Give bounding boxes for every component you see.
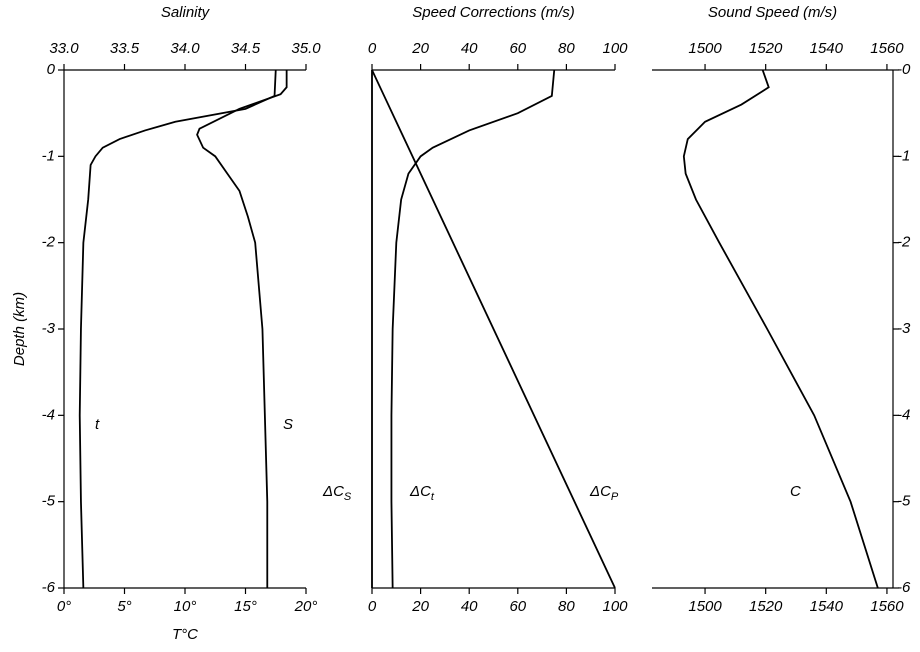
series-label: ΔCt — [409, 483, 435, 503]
x-axis-label: T°C — [172, 626, 198, 643]
x-tick-label: 60 — [509, 598, 526, 615]
profile-line — [78, 69, 277, 589]
x-tick-label: 1540 — [810, 598, 844, 615]
series-name: ΔC — [589, 483, 611, 500]
y-tick-label: -0 — [897, 61, 911, 78]
y-tick-label: 0 — [47, 61, 56, 78]
y-tick-label: -4 — [42, 406, 55, 423]
x-tick-label: 20° — [294, 598, 318, 615]
y-tick-label: -2 — [42, 234, 56, 251]
series-label: S — [283, 416, 293, 433]
x-top-tick-label: 1560 — [870, 40, 904, 57]
x-tick-label: 0 — [368, 598, 377, 615]
series-name: C — [790, 483, 801, 500]
y-tick-label: -3 — [897, 320, 911, 337]
series-subscript: t — [431, 491, 435, 503]
x-top-tick-label: 35.0 — [291, 40, 321, 57]
series-label: C — [790, 483, 801, 500]
series-label: ΔCS — [322, 483, 352, 503]
y-tick-label: -5 — [897, 493, 911, 510]
profile-line — [390, 69, 556, 589]
profile-line — [371, 69, 616, 589]
x-tick-label: 80 — [558, 598, 575, 615]
x-top-tick-label: 40 — [461, 40, 478, 57]
x-tick-label: 20 — [411, 598, 429, 615]
y-tick-label: -6 — [42, 579, 56, 596]
x-tick-label: 1520 — [749, 598, 783, 615]
x-top-tick-label: 33.5 — [110, 40, 140, 57]
y-tick-label: -5 — [42, 493, 56, 510]
chart-title: Salinity — [161, 4, 211, 21]
series-name: ΔC — [409, 483, 431, 500]
x-top-tick-label: 1520 — [749, 40, 783, 57]
series-label: ΔCP — [589, 483, 619, 503]
y-tick-label: -3 — [42, 320, 56, 337]
x-top-tick-label: 34.5 — [231, 40, 261, 57]
profile-line — [196, 70, 288, 588]
chart-title: Sound Speed (m/s) — [708, 4, 837, 21]
x-top-tick-label: 20 — [411, 40, 429, 57]
x-top-tick-label: 34.0 — [170, 40, 200, 57]
x-tick-label: 5° — [117, 598, 131, 615]
y-axis-label: Depth (km) — [11, 292, 28, 366]
y-tick-label: -1 — [897, 147, 910, 164]
x-top-tick-label: 1500 — [688, 40, 722, 57]
series-subscript: P — [611, 491, 619, 503]
y-tick-label: -1 — [42, 147, 55, 164]
series-subscript: S — [344, 491, 352, 503]
y-tick-label: -4 — [897, 406, 910, 423]
x-tick-label: 10° — [174, 598, 197, 615]
x-top-tick-label: 80 — [558, 40, 575, 57]
x-top-tick-label: 0 — [368, 40, 377, 57]
x-tick-label: 0° — [57, 598, 71, 615]
x-tick-label: 40 — [461, 598, 478, 615]
x-top-tick-label: 1540 — [810, 40, 844, 57]
y-tick-label: -6 — [897, 579, 911, 596]
x-tick-label: 100 — [602, 598, 628, 615]
y-tick-label: -2 — [897, 234, 911, 251]
x-tick-label: 1560 — [870, 598, 904, 615]
x-tick-label: 15° — [234, 598, 257, 615]
series-name: ΔC — [322, 483, 344, 500]
chart-title: Speed Corrections (m/s) — [412, 4, 575, 21]
series-name: t — [95, 416, 100, 433]
series-label: t — [95, 416, 100, 433]
series-name: S — [283, 416, 293, 433]
profile-line — [682, 69, 879, 589]
x-top-tick-label: 60 — [509, 40, 526, 57]
x-top-tick-label: 100 — [602, 40, 628, 57]
x-tick-label: 1500 — [688, 598, 722, 615]
x-top-tick-label: 33.0 — [49, 40, 79, 57]
